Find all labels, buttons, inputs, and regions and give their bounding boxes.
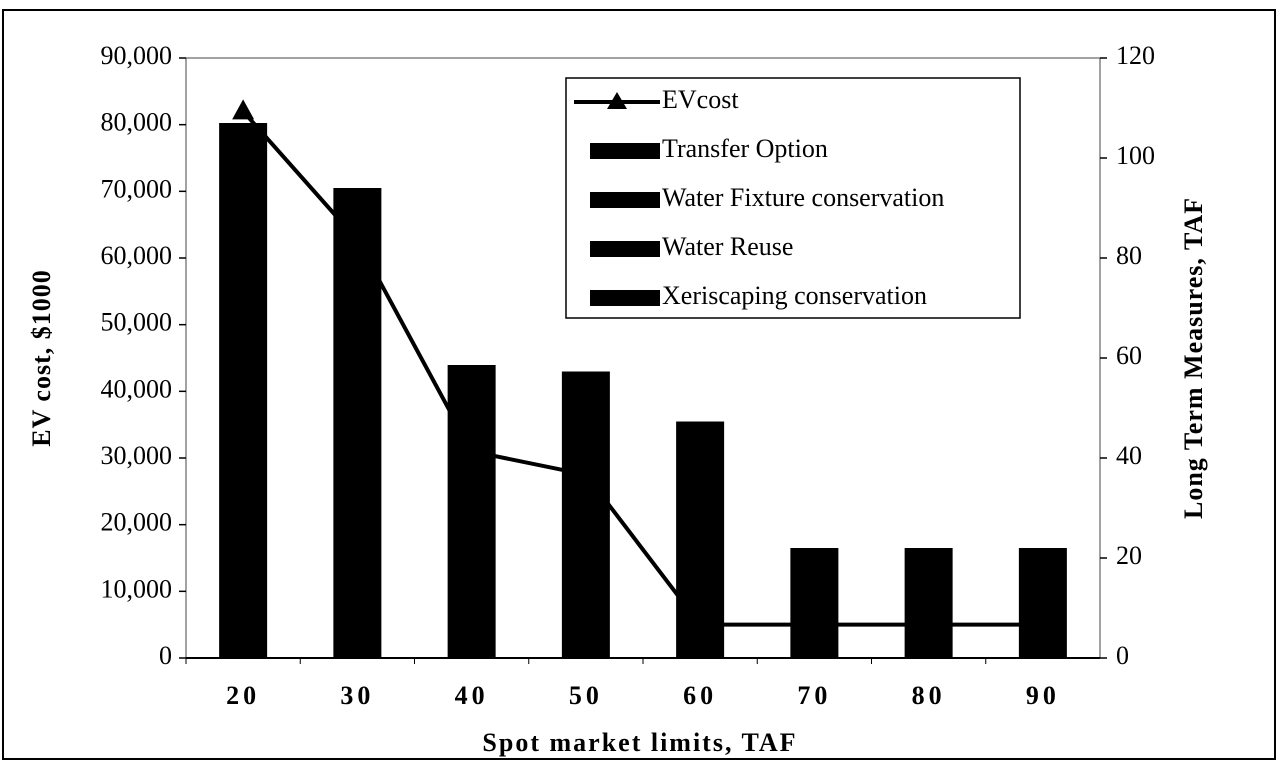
y2-tick-label: 100 xyxy=(1116,141,1155,170)
legend-label: Transfer Option xyxy=(662,134,828,163)
chart-frame xyxy=(2,9,1276,760)
bar xyxy=(676,421,725,658)
y2-axis-label: Long Term Measures, TAF xyxy=(1179,197,1208,519)
y-tick-label: 70,000 xyxy=(101,174,173,203)
y2-tick-label: 20 xyxy=(1116,541,1142,570)
bar xyxy=(790,548,839,658)
x-tick-label: 80 xyxy=(912,681,946,710)
x-tick-label: 60 xyxy=(683,681,717,710)
x-tick-label: 30 xyxy=(340,681,374,710)
legend-swatch xyxy=(590,143,660,159)
y-tick-label: 40,000 xyxy=(101,374,173,403)
legend-swatch xyxy=(590,290,660,306)
y-tick-label: 50,000 xyxy=(101,308,173,337)
x-tick-label: 40 xyxy=(455,681,489,710)
legend-swatch xyxy=(590,192,660,208)
y-tick-label: 10,000 xyxy=(101,574,173,603)
y-tick-label: 80,000 xyxy=(101,108,173,137)
legend-label: Water Reuse xyxy=(662,232,793,261)
y-tick-label: 90,000 xyxy=(101,41,173,70)
ev-cost-line xyxy=(241,110,1043,627)
y-tick-label: 20,000 xyxy=(101,508,173,537)
x-tick-label: 20 xyxy=(226,681,260,710)
x-tick-label: 50 xyxy=(569,681,603,710)
y2-tick-label: 60 xyxy=(1116,341,1142,370)
marker xyxy=(232,99,255,120)
x-tick-label: 70 xyxy=(797,681,831,710)
bar xyxy=(333,188,382,658)
y2-tick-label: 80 xyxy=(1116,241,1142,270)
x-axis-label: Spot market limits, TAF xyxy=(482,728,797,757)
y-tick-label: 30,000 xyxy=(101,441,173,470)
y2-tick-label: 40 xyxy=(1116,441,1142,470)
legend-label: Xeriscaping conservation xyxy=(662,281,927,310)
y2-tick-label: 0 xyxy=(1116,641,1129,670)
bar xyxy=(904,548,953,658)
bar xyxy=(219,123,268,658)
bar xyxy=(561,371,610,658)
legend-label: EVcost xyxy=(662,85,739,114)
y-tick-label: 0 xyxy=(159,641,172,670)
bar xyxy=(447,365,496,658)
legend-swatch xyxy=(590,241,660,257)
y-axis-label: EV cost, $1000 xyxy=(27,269,56,446)
x-tick-label: 90 xyxy=(1026,681,1060,710)
legend-label: Water Fixture conservation xyxy=(662,183,944,212)
y-tick-label: 60,000 xyxy=(101,241,173,270)
y2-tick-label: 120 xyxy=(1116,41,1155,70)
bar xyxy=(1018,548,1067,658)
legend-marker xyxy=(607,92,627,109)
